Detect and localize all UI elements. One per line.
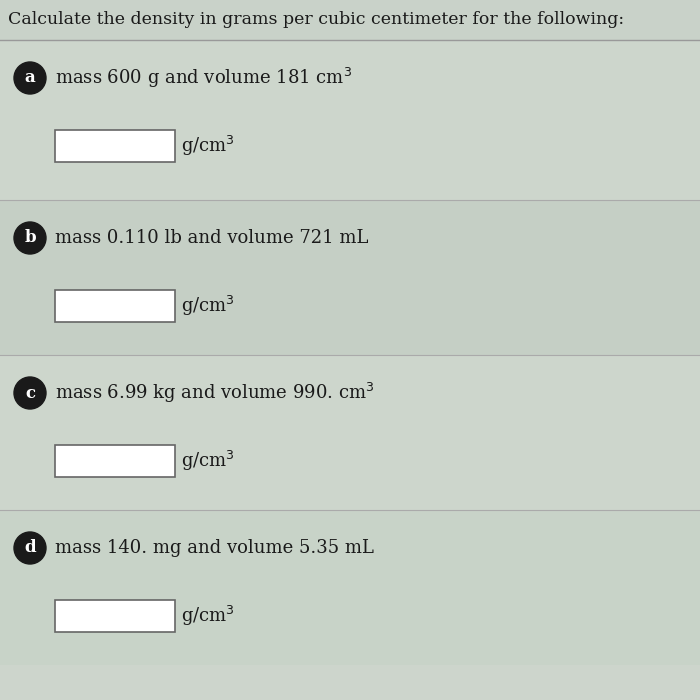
Text: g/cm$^3$: g/cm$^3$ <box>181 134 235 158</box>
Text: mass 600 g and volume 181 cm$^3$: mass 600 g and volume 181 cm$^3$ <box>55 66 352 90</box>
Text: mass 140. mg and volume 5.35 mL: mass 140. mg and volume 5.35 mL <box>55 539 374 557</box>
Text: b: b <box>25 230 36 246</box>
Circle shape <box>14 377 46 409</box>
Bar <box>55 600 175 632</box>
Bar <box>55 130 175 162</box>
Bar <box>55 290 175 322</box>
Bar <box>55 445 175 477</box>
Circle shape <box>14 222 46 254</box>
Bar <box>0 510 700 665</box>
Bar <box>0 200 700 355</box>
Bar <box>0 355 700 510</box>
Text: c: c <box>25 384 35 402</box>
Text: g/cm$^3$: g/cm$^3$ <box>181 449 235 473</box>
Text: Calculate the density in grams per cubic centimeter for the following:: Calculate the density in grams per cubic… <box>8 11 624 29</box>
Text: g/cm$^3$: g/cm$^3$ <box>181 604 235 628</box>
Bar <box>0 40 700 200</box>
Circle shape <box>14 532 46 564</box>
Bar <box>0 0 700 40</box>
Text: a: a <box>25 69 36 87</box>
Text: g/cm$^3$: g/cm$^3$ <box>181 294 235 318</box>
Circle shape <box>14 62 46 94</box>
Text: mass 0.110 lb and volume 721 mL: mass 0.110 lb and volume 721 mL <box>55 229 368 247</box>
Text: mass 6.99 kg and volume 990. cm$^3$: mass 6.99 kg and volume 990. cm$^3$ <box>55 381 374 405</box>
Text: d: d <box>25 540 36 557</box>
